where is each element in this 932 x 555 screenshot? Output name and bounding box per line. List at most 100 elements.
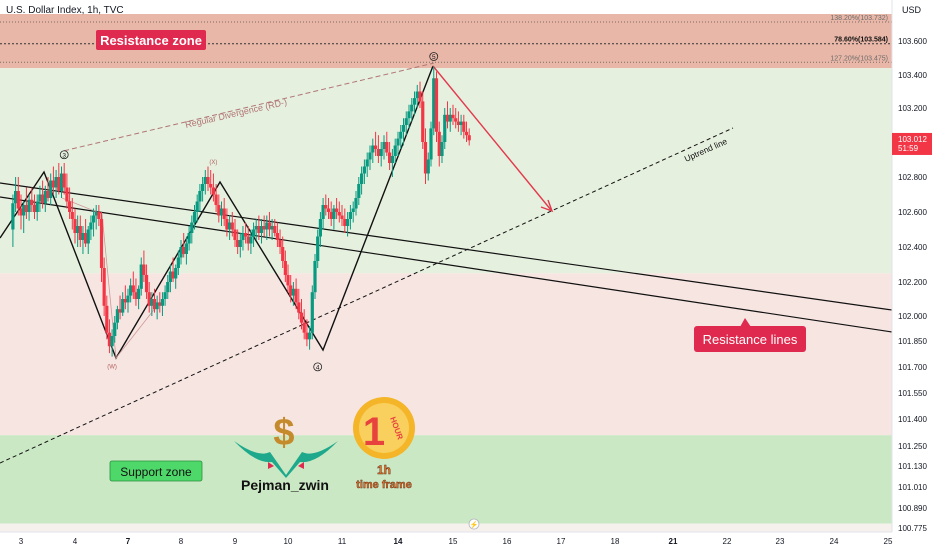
last-price-tag (892, 132, 932, 155)
candle-body (65, 187, 69, 202)
candle-body (70, 212, 74, 219)
candle-body (283, 261, 287, 275)
candle (102, 257, 106, 316)
time-axis[interactable]: 3 4 7 8 9 10 11 14 15 16 17 18 21 22 23 24 25 ⚡ (0, 518, 932, 550)
price-tick: 102.200 (898, 278, 927, 287)
candle-body (217, 205, 221, 216)
candle (357, 177, 361, 205)
candle-body (318, 219, 322, 237)
candle-body (51, 180, 55, 188)
candle-body (35, 201, 39, 212)
candle (86, 226, 90, 254)
candle (70, 198, 74, 230)
candle-body (286, 275, 290, 286)
candle-body (168, 271, 172, 282)
candle (222, 198, 226, 226)
support-zone-label: Support zone (120, 465, 192, 479)
price-tick: 101.550 (898, 389, 927, 398)
logo-arrow-right (298, 462, 304, 469)
candle (445, 101, 450, 129)
price-tick: 101.850 (898, 337, 927, 346)
candle (241, 226, 245, 251)
candle-body (30, 199, 34, 205)
candle-body (445, 114, 450, 122)
candle (228, 215, 232, 240)
candle-body (371, 145, 375, 153)
candle (11, 194, 15, 247)
candle (302, 309, 306, 340)
wave-label: 5 (432, 54, 436, 61)
candle-body (321, 205, 325, 219)
candle-body (176, 257, 180, 268)
fib-level-label: 138.20%(103.732) (830, 15, 888, 22)
time-tick: 7 (126, 537, 131, 546)
candle (179, 240, 183, 265)
candle-body (294, 288, 298, 303)
time-tick: 21 (669, 537, 678, 546)
candle-body (244, 233, 248, 237)
candle (91, 208, 96, 237)
time-tick: 14 (394, 537, 403, 546)
candle (219, 201, 224, 226)
candle-body (308, 332, 312, 340)
candle-body (219, 208, 224, 216)
candle (171, 257, 175, 282)
candle-body (84, 233, 88, 244)
candle-body (155, 302, 159, 310)
resistance-line-lower (0, 196, 893, 333)
time-tick: 18 (611, 537, 620, 546)
candle (249, 229, 253, 254)
candle (273, 219, 277, 237)
candle-body (203, 177, 207, 184)
candle (283, 250, 287, 282)
candle-body (289, 285, 293, 296)
candle (244, 222, 248, 244)
time-tick: 10 (284, 537, 293, 546)
candle-body (423, 142, 428, 174)
candle (65, 173, 69, 209)
timeframe-subtitle: time frame (356, 479, 412, 491)
candle-body (368, 152, 372, 160)
candle (54, 170, 58, 198)
candle-body (354, 198, 358, 209)
candle (257, 215, 261, 240)
candle (246, 226, 250, 251)
fib-level-label: 78.60%(103.584) (834, 37, 888, 44)
candle-body (412, 98, 417, 105)
candle (19, 194, 23, 230)
candle-body (32, 205, 37, 212)
price-tick: 100.890 (898, 504, 927, 513)
event-marker-icon (468, 518, 480, 530)
price-axis[interactable]: 103.600103.400103.200103.000102.800102.6… (891, 0, 932, 550)
uptrend-line (0, 127, 734, 464)
candle-body (332, 208, 336, 219)
candle-body (233, 229, 237, 240)
candle (81, 226, 85, 254)
wave-circle (59, 150, 69, 160)
upper-background (0, 68, 892, 274)
candle (144, 264, 149, 299)
candle (155, 295, 159, 320)
candle-body (195, 201, 199, 212)
candle (351, 201, 355, 223)
candle-body (16, 191, 20, 209)
candle-body (190, 222, 194, 233)
price-tick: 103.600 (898, 37, 927, 46)
candle-body (254, 226, 258, 230)
candle-body (456, 121, 460, 125)
candle-body (46, 191, 50, 198)
candle-body (62, 173, 66, 188)
candle (467, 128, 471, 146)
support-zone-tag (109, 460, 203, 482)
candle-body (297, 302, 301, 313)
candle-body (166, 282, 170, 293)
time-tick: 16 (503, 537, 512, 546)
candle-body (454, 118, 458, 122)
candle (107, 319, 112, 354)
projection-arrow-head (540, 199, 554, 213)
candle-body (89, 222, 93, 230)
candle-body (348, 212, 352, 219)
price-tick: 102.000 (898, 312, 927, 321)
